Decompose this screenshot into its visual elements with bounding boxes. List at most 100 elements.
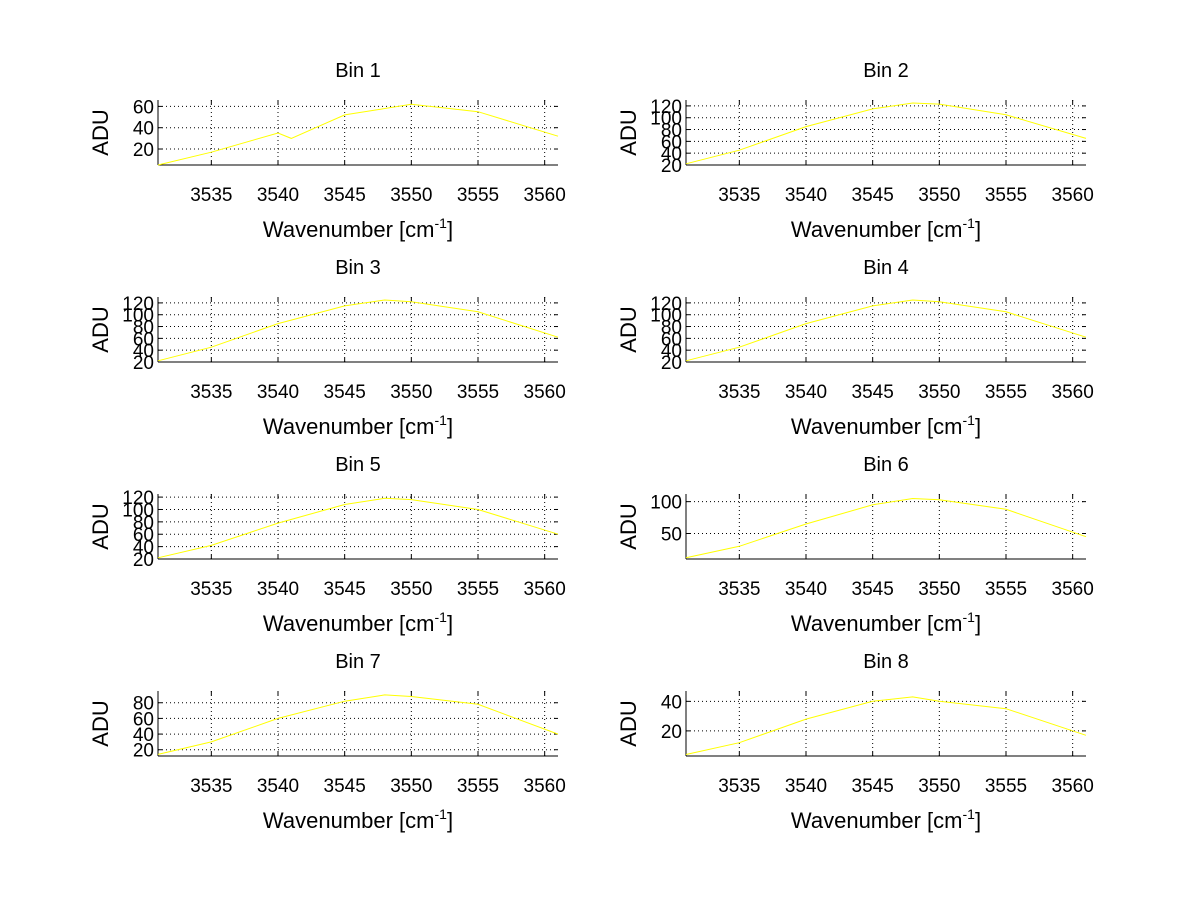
- y-axis-label: ADU: [88, 109, 113, 155]
- y-axis-label: ADU: [616, 503, 641, 549]
- x-tick-label: 3555: [457, 185, 499, 206]
- subplot-title: Bin 7: [335, 651, 381, 673]
- y-tick-label: 20: [133, 140, 154, 161]
- x-tick-label: 3560: [1052, 579, 1094, 600]
- x-tick-label: 3545: [324, 776, 366, 797]
- x-tick-label: 3550: [918, 185, 960, 206]
- y-tick-label: 100: [122, 500, 154, 521]
- y-tick-label: 100: [650, 493, 682, 514]
- y-tick-label: 80: [133, 513, 154, 534]
- x-tick-label: 3550: [918, 776, 960, 797]
- x-tick-label: 3555: [985, 382, 1027, 403]
- x-tick-label: 3540: [257, 776, 299, 797]
- y-tick-label: 60: [661, 329, 682, 350]
- y-tick-label: 80: [133, 318, 154, 339]
- y-tick-label: 20: [133, 550, 154, 571]
- y-tick-label: 40: [133, 538, 154, 559]
- x-tick-label: 3560: [1052, 382, 1094, 403]
- y-tick-label: 40: [661, 692, 682, 713]
- x-tick-label: 3555: [985, 185, 1027, 206]
- y-tick-label: 50: [661, 525, 682, 546]
- data-line-bin-8: [685, 696, 1087, 755]
- x-tick-label: 3550: [918, 382, 960, 403]
- x-tick-label: 3540: [785, 579, 827, 600]
- data-line-bin-7: [157, 694, 559, 755]
- y-tick-label: 40: [661, 144, 682, 165]
- x-tick-label: 3550: [390, 776, 432, 797]
- y-axis-label: ADU: [616, 700, 641, 746]
- x-axis-label: Wavenumber [cm-1]: [791, 215, 981, 242]
- x-tick-label: 3540: [257, 579, 299, 600]
- y-tick-label: 20: [661, 156, 682, 177]
- x-axis-label: Wavenumber [cm-1]: [791, 609, 981, 636]
- x-axis-label: Wavenumber [cm-1]: [791, 412, 981, 439]
- y-axis-label: ADU: [88, 306, 113, 352]
- y-axis-label: ADU: [616, 306, 641, 352]
- x-tick-label: 3550: [390, 579, 432, 600]
- data-line-bin-6: [685, 497, 1087, 559]
- x-tick-label: 3545: [852, 382, 894, 403]
- x-tick-label: 3545: [324, 185, 366, 206]
- subplot-bin-8: 3535 3540 3545 3550 3555 3560 20 40 Bin 8 Wavenum…: [616, 651, 1094, 833]
- x-tick-label: 3560: [524, 776, 566, 797]
- subplot-title: Bin 3: [335, 257, 381, 279]
- x-tick-label: 3560: [524, 185, 566, 206]
- x-tick-label: 3550: [918, 579, 960, 600]
- x-axis-label: Wavenumber [cm-1]: [263, 215, 453, 242]
- subplot-title: Bin 5: [335, 454, 381, 476]
- x-tick-label: 3535: [190, 776, 232, 797]
- subplot-title: Bin 6: [863, 454, 909, 476]
- y-axis-label: ADU: [88, 700, 113, 746]
- x-tick-label: 3560: [1052, 776, 1094, 797]
- x-tick-label: 3545: [852, 776, 894, 797]
- x-tick-label: 3540: [785, 185, 827, 206]
- x-tick-label: 3545: [324, 579, 366, 600]
- y-tick-label: 100: [650, 306, 682, 327]
- y-tick-label: 20: [661, 353, 682, 374]
- x-tick-label: 3560: [524, 579, 566, 600]
- y-tick-label: 60: [133, 525, 154, 546]
- x-axis-label: Wavenumber [cm-1]: [263, 806, 453, 833]
- y-axis-label: ADU: [88, 503, 113, 549]
- y-tick-label: 60: [133, 97, 154, 118]
- x-tick-label: 3535: [718, 776, 760, 797]
- y-tick-label: 120: [122, 294, 154, 315]
- y-tick-label: 80: [133, 694, 154, 715]
- y-axis-label: ADU: [616, 109, 641, 155]
- y-tick-label: 20: [133, 741, 154, 762]
- x-tick-label: 3535: [718, 579, 760, 600]
- x-tick-label: 3560: [524, 382, 566, 403]
- data-line-bin-5: [157, 497, 559, 559]
- y-tick-label: 20: [661, 722, 682, 743]
- x-tick-label: 3535: [190, 185, 232, 206]
- x-tick-label: 3550: [390, 382, 432, 403]
- y-tick-label: 40: [661, 341, 682, 362]
- subplot-bin-6: 3535 3540 3545 3550 3555 3560 50 100 Bin 6 Wavenu…: [616, 454, 1094, 636]
- x-tick-label: 3540: [257, 185, 299, 206]
- y-tick-label: 40: [133, 725, 154, 746]
- subplot-title: Bin 4: [863, 257, 909, 279]
- x-axis-label: Wavenumber [cm-1]: [263, 609, 453, 636]
- y-tick-label: 100: [122, 306, 154, 327]
- subplot-title: Bin 2: [863, 60, 909, 82]
- x-tick-label: 3555: [457, 776, 499, 797]
- x-tick-label: 3535: [190, 382, 232, 403]
- x-axis-label: Wavenumber [cm-1]: [263, 412, 453, 439]
- y-tick-label: 60: [133, 329, 154, 350]
- x-tick-label: 3545: [324, 382, 366, 403]
- x-tick-label: 3550: [390, 185, 432, 206]
- x-tick-label: 3555: [457, 382, 499, 403]
- subplot-title: Bin 1: [335, 60, 381, 82]
- x-tick-label: 3540: [785, 382, 827, 403]
- x-tick-label: 3535: [190, 579, 232, 600]
- y-tick-label: 20: [133, 353, 154, 374]
- x-tick-label: 3555: [457, 579, 499, 600]
- x-axis-label: Wavenumber [cm-1]: [791, 806, 981, 833]
